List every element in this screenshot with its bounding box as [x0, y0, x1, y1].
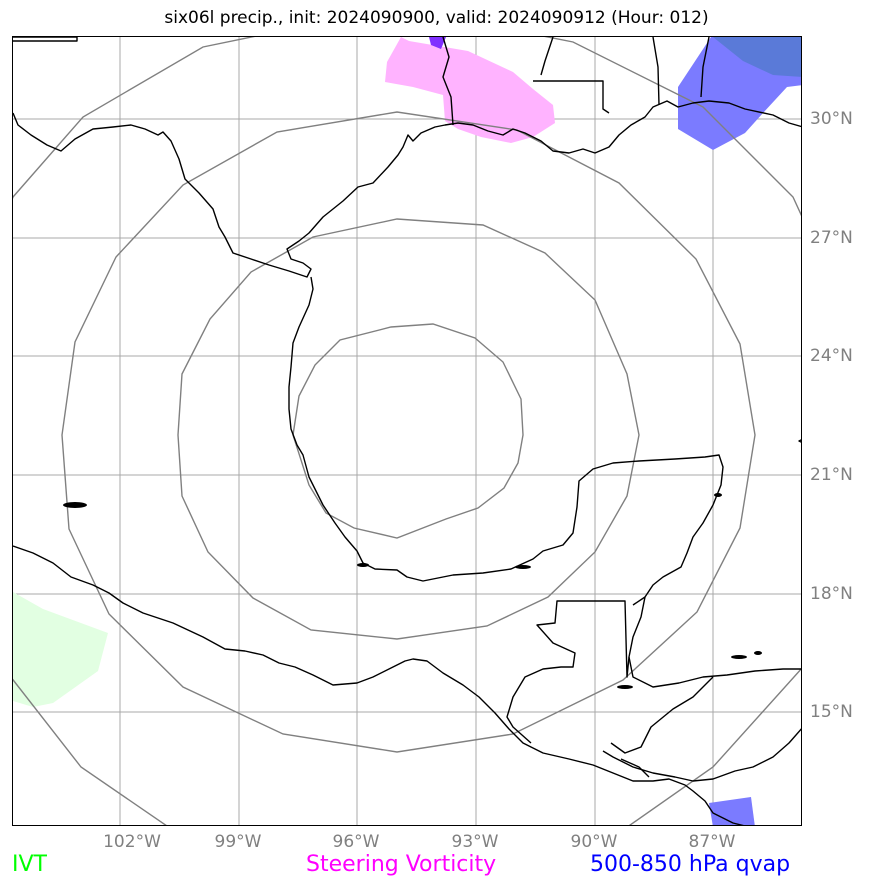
lat-label-21n: 21°N	[810, 465, 853, 485]
lat-label-18n: 18°N	[810, 584, 853, 604]
lon-label-90w: 90°W	[570, 832, 618, 852]
lat-label-15n: 15°N	[810, 702, 853, 722]
honduras-coast	[602, 728, 801, 782]
mexico-us-border	[13, 37, 78, 42]
us-gulf-coast	[13, 100, 801, 278]
island-1	[63, 502, 87, 508]
graticule	[13, 37, 801, 825]
texas-lower-coast	[288, 276, 724, 606]
us-state-border-3	[652, 37, 660, 106]
range-ring-2	[177, 218, 640, 640]
legend-qvap: 500-850 hPa qvap	[590, 852, 791, 877]
legend-ivt: IVT	[12, 852, 47, 877]
pacific-coast	[13, 545, 744, 825]
steering-vorticity-shading	[385, 37, 555, 143]
ivt-shading	[13, 592, 108, 707]
range-ring-4	[13, 37, 801, 825]
island-5	[515, 565, 531, 569]
central-america-border	[610, 676, 714, 754]
islands	[63, 493, 762, 689]
island-4	[617, 685, 633, 689]
lat-label-30n: 30°N	[810, 109, 853, 129]
lon-label-93w: 93°W	[451, 832, 499, 852]
yucatan-belize-coast	[628, 596, 801, 688]
us-state-border-2	[533, 80, 610, 114]
mexico-guatemala-border	[506, 600, 630, 744]
island-2	[731, 655, 747, 659]
lat-label-24n: 24°N	[810, 346, 853, 366]
florida-panhandle	[700, 37, 710, 98]
coastlines	[13, 37, 801, 825]
lat-label-27n: 27°N	[810, 228, 853, 248]
map-svg	[13, 37, 801, 825]
lon-label-87w: 87°W	[688, 832, 736, 852]
legend-steering-vorticity: Steering Vorticity	[306, 852, 497, 877]
lon-label-102w: 102°W	[103, 832, 161, 852]
us-state-border-1	[442, 37, 454, 126]
qvap-shading-south	[709, 797, 755, 825]
range-rings	[13, 37, 801, 825]
vorticity-core-shading	[429, 37, 446, 49]
cuba-coast	[798, 439, 801, 443]
map-canvas[interactable]	[12, 36, 802, 826]
qvap-core-north	[713, 37, 801, 77]
us-state-border-4	[540, 37, 554, 76]
island-3	[754, 651, 762, 655]
lon-label-99w: 99°W	[214, 832, 262, 852]
map-title: six06l precip., init: 2024090900, valid:…	[164, 8, 709, 28]
lon-label-96w: 96°W	[332, 832, 380, 852]
island-6	[714, 493, 722, 497]
central-america-interior	[620, 758, 650, 778]
island-7	[357, 563, 369, 567]
range-ring-3	[61, 111, 756, 753]
